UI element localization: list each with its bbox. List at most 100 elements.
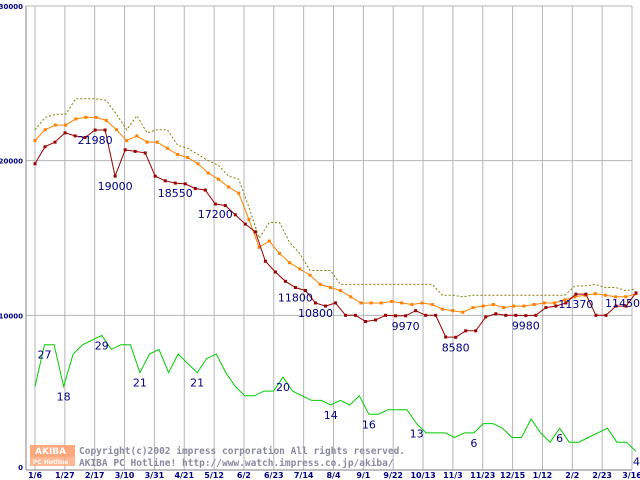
point-min [123, 148, 127, 152]
y-tick-label: 10000 [0, 312, 23, 320]
series-layer [33, 98, 638, 452]
point-min [504, 313, 508, 317]
point-avg [553, 301, 557, 305]
x-tick-label: 11/23 [470, 471, 495, 480]
x-tick-label: 1/27 [55, 471, 75, 480]
point-min [474, 329, 478, 333]
point-avg [196, 162, 200, 166]
point-min [113, 174, 117, 178]
data-label-min: 19000 [98, 180, 133, 193]
data-label-count: 13 [410, 428, 424, 441]
point-avg [288, 261, 292, 265]
point-min [404, 314, 408, 318]
point-avg [125, 139, 129, 143]
point-avg [532, 303, 536, 307]
point-avg [53, 123, 57, 127]
point-min [584, 292, 588, 296]
x-tick-label: 7/14 [294, 471, 314, 480]
point-avg [471, 306, 475, 310]
point-min [73, 134, 77, 138]
point-min [414, 309, 418, 313]
point-min [323, 304, 327, 308]
point-min [524, 314, 528, 318]
point-min [624, 304, 628, 308]
data-label-min: 8580 [442, 341, 470, 354]
point-min [143, 151, 147, 155]
x-tick-label: 2/2 [565, 471, 579, 480]
data-label-min: 11800 [278, 291, 313, 304]
point-min [464, 329, 468, 333]
point-min [374, 318, 378, 322]
x-tick-label: 12/15 [500, 471, 526, 480]
data-label-min: 21980 [78, 134, 113, 147]
point-min [103, 128, 107, 132]
point-avg [563, 298, 567, 302]
point-avg [186, 156, 190, 160]
point-avg [502, 306, 506, 310]
point-avg [33, 139, 37, 143]
point-min [484, 315, 488, 319]
point-min [133, 149, 137, 153]
point-min [424, 313, 428, 317]
point-avg [512, 304, 516, 308]
point-avg [227, 185, 231, 189]
point-avg [318, 282, 322, 286]
point-min [293, 285, 297, 289]
point-min [53, 140, 57, 144]
x-tick-label: 3/31 [145, 471, 165, 480]
chart-grid [25, 5, 633, 471]
point-avg [135, 134, 139, 138]
point-avg [379, 301, 383, 305]
point-avg [114, 128, 118, 132]
point-min [163, 179, 167, 183]
point-min [303, 289, 307, 293]
point-avg [216, 177, 220, 181]
point-avg [522, 304, 526, 308]
point-avg [155, 140, 159, 144]
data-label-min: 11450 [605, 297, 640, 310]
point-avg [573, 295, 577, 299]
point-avg [451, 309, 455, 313]
x-tick-label: 3/16 [622, 471, 640, 480]
x-tick-label: 6/23 [264, 471, 284, 480]
point-avg [349, 295, 353, 299]
data-label-count: 4 [633, 455, 640, 468]
point-avg [74, 117, 78, 121]
data-label-count: 29 [95, 339, 109, 352]
point-avg [176, 152, 180, 156]
point-min [263, 259, 267, 263]
point-avg [94, 115, 98, 119]
point-avg [481, 304, 485, 308]
data-label-count: 27 [38, 349, 52, 362]
series-line-max [34, 98, 637, 298]
y-tick-label: 0 [18, 464, 23, 472]
point-min [454, 335, 458, 339]
data-label-min: 9970 [392, 320, 420, 333]
point-avg [64, 123, 68, 127]
point-avg [206, 171, 210, 175]
data-label-min: 18550 [158, 187, 193, 200]
x-tick-label: 9/1 [356, 471, 370, 480]
data-label-min: 11370 [558, 298, 593, 311]
data-label-count: 14 [324, 409, 338, 422]
point-avg [359, 301, 363, 305]
x-tick-label: 10/13 [410, 471, 435, 480]
point-min [574, 292, 578, 296]
point-avg [614, 295, 618, 299]
point-avg [410, 303, 414, 307]
logo-subtext: PC Hotline [33, 459, 68, 466]
series-line-avg [34, 116, 637, 313]
point-min [604, 313, 608, 317]
point-min [243, 222, 247, 226]
data-label-count: 20 [276, 381, 290, 394]
point-min [434, 313, 438, 317]
point-min [83, 135, 87, 139]
data-label-count: 21 [133, 377, 147, 390]
data-label-count: 21 [190, 377, 204, 390]
data-label-min: 9980 [512, 320, 540, 333]
point-avg [624, 295, 628, 299]
point-min [233, 213, 237, 217]
point-min [494, 312, 498, 316]
point-min [63, 131, 67, 135]
point-min [223, 204, 227, 208]
